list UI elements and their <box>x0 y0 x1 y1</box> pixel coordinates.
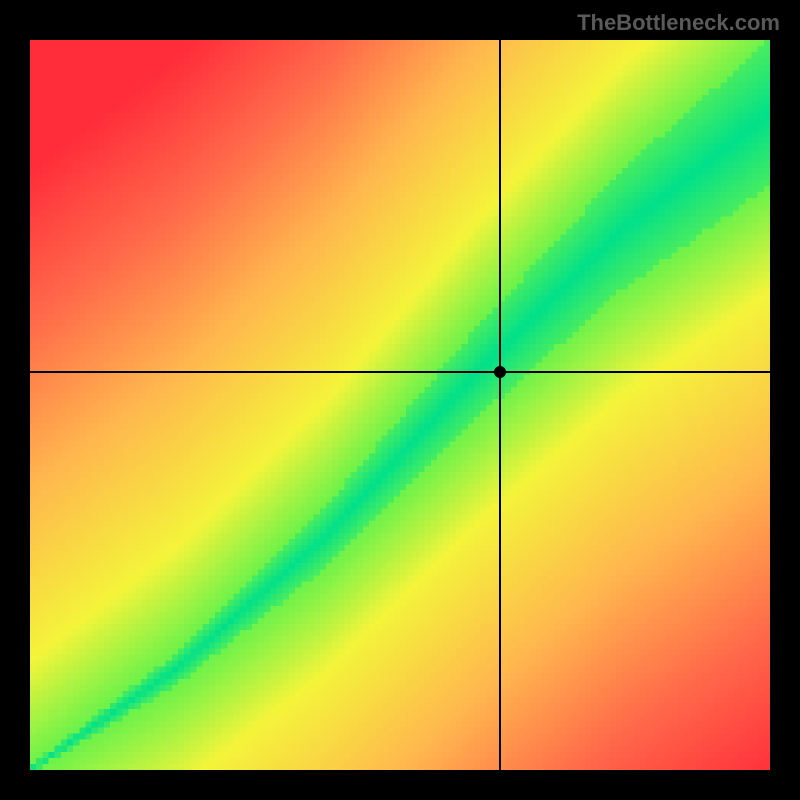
watermark-text: TheBottleneck.com <box>577 10 780 36</box>
heatmap-canvas <box>30 40 770 770</box>
crosshair-horizontal-line <box>30 371 770 373</box>
heatmap-plot-area <box>30 40 770 770</box>
crosshair-marker-dot <box>494 366 506 378</box>
crosshair-vertical-line <box>499 40 501 770</box>
